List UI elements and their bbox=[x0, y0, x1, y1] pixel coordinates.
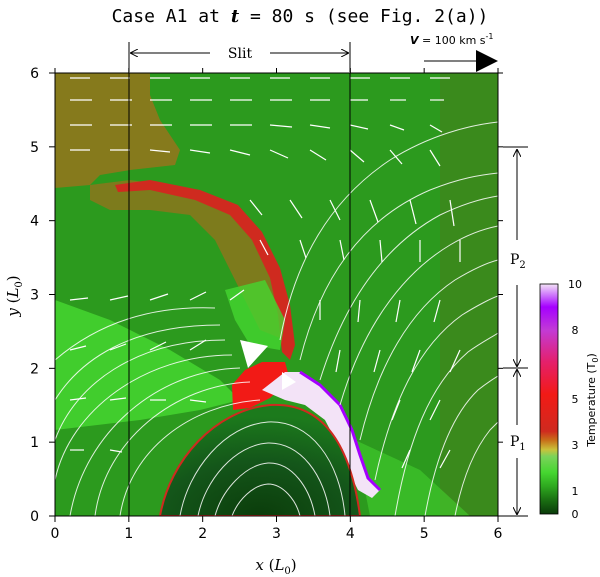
chart-title: Case A1 at t = 80 s (see Fig. 2(a)) bbox=[112, 6, 489, 27]
y-axis: 0 1 2 3 4 5 6 bbox=[30, 66, 503, 525]
colorbar-tick-label: 5 bbox=[572, 393, 579, 406]
red-blob bbox=[232, 362, 290, 410]
bright-green-mid bbox=[225, 280, 285, 350]
x-tick-label: 4 bbox=[346, 526, 355, 542]
red-band bbox=[115, 180, 295, 360]
slit-label: Slit bbox=[228, 46, 253, 62]
velocity-label: V = 100 km s-1 bbox=[410, 32, 494, 47]
x-tick-label: 6 bbox=[494, 526, 503, 542]
right-band bbox=[440, 73, 498, 516]
colorbar-gradient bbox=[539, 283, 559, 515]
velocity-reference: V = 100 km s-1 bbox=[410, 32, 498, 72]
colorbar-tick-label: 1 bbox=[572, 485, 579, 498]
y-tick-label: 5 bbox=[30, 140, 39, 156]
hot-region-edge bbox=[299, 370, 382, 492]
velocity-arrows bbox=[69, 77, 461, 469]
closed-loop-region bbox=[158, 403, 362, 516]
y-axis-label: y (L0) bbox=[4, 275, 25, 317]
x-axis: 0 1 2 3 4 5 6 bbox=[51, 68, 503, 542]
colorbar: 0 1 3 5 8 10 Temperature (T0) bbox=[539, 278, 600, 521]
x-axis-label: x (L0) bbox=[255, 556, 296, 577]
region-markers: P2 P1 bbox=[503, 146, 528, 517]
x-point-arrow bbox=[282, 372, 296, 390]
velocity-arrow-head bbox=[476, 50, 498, 72]
colorbar-tick-label: 10 bbox=[568, 278, 582, 291]
x-tick-label: 1 bbox=[124, 526, 133, 542]
colorbar-label: Temperature (T0) bbox=[585, 353, 600, 448]
bright-green-bottom-right bbox=[355, 440, 470, 516]
colorbar-ticks: 0 1 3 5 8 10 bbox=[568, 278, 582, 521]
y-tick-label: 3 bbox=[30, 288, 39, 304]
colorbar-tick-label: 8 bbox=[572, 324, 579, 337]
x-tick-label: 3 bbox=[272, 526, 281, 542]
y-tick-label: 6 bbox=[30, 66, 39, 82]
y-tick-label: 2 bbox=[30, 361, 39, 377]
y-tick-label: 0 bbox=[30, 509, 39, 525]
x-tick-label: 0 bbox=[51, 526, 60, 542]
plot-area bbox=[55, 73, 498, 516]
colorbar-tick-label: 0 bbox=[572, 508, 579, 521]
field-lines-open bbox=[279, 121, 498, 516]
large-velocity-arrow bbox=[240, 340, 268, 368]
region-p2-label: P2 bbox=[510, 252, 526, 271]
slit-annotation: Slit bbox=[128, 42, 351, 72]
x-tick-label: 5 bbox=[420, 526, 429, 542]
y-tick-label: 1 bbox=[30, 435, 39, 451]
colorbar-tick-label: 3 bbox=[572, 439, 579, 452]
brown-region bbox=[55, 73, 180, 188]
field-lines-closed bbox=[55, 307, 346, 516]
bright-green-left bbox=[55, 300, 240, 430]
y-tick-label: 4 bbox=[30, 214, 39, 230]
x-tick-label: 2 bbox=[198, 526, 207, 542]
region-p1-label: P1 bbox=[510, 434, 526, 453]
